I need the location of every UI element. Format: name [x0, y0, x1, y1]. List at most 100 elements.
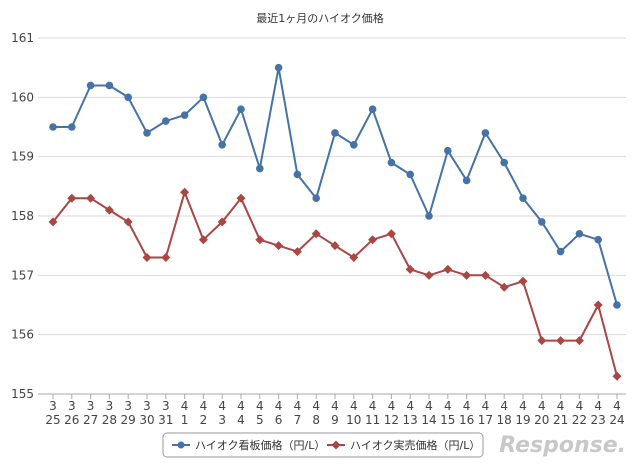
data-point-1[interactable]: [556, 336, 566, 346]
data-point-0[interactable]: [387, 158, 396, 167]
data-point-0[interactable]: [575, 230, 584, 238]
y-axis-ticks: 155 156 157 158 159 160 161: [11, 31, 34, 401]
data-point-0[interactable]: [68, 123, 76, 131]
data-point-0[interactable]: [406, 170, 415, 179]
response-watermark: Response.: [499, 433, 626, 458]
data-point-0[interactable]: [594, 235, 602, 244]
y-tick-label: 158: [11, 209, 34, 223]
data-point-0[interactable]: [425, 212, 433, 220]
data-point-1[interactable]: [443, 264, 453, 274]
x-tick-day: 31: [158, 413, 173, 427]
data-point-1[interactable]: [349, 253, 359, 263]
y-tick-label: 161: [11, 31, 34, 45]
data-point-0[interactable]: [462, 176, 471, 185]
grid: [38, 37, 626, 395]
x-tick-day: 13: [403, 413, 418, 427]
x-tick-day: 9: [331, 413, 339, 427]
data-point-0[interactable]: [350, 141, 358, 149]
x-tick-day: 25: [45, 413, 60, 427]
data-point-1[interactable]: [274, 241, 284, 251]
x-tick-month: 4: [369, 399, 377, 413]
data-point-1[interactable]: [217, 217, 227, 227]
data-point-0[interactable]: [312, 194, 321, 202]
legend-item-0[interactable]: ハイオク看板価格（円/L）: [172, 438, 325, 452]
data-point-1[interactable]: [123, 217, 133, 227]
legend-marker-1: [331, 440, 341, 450]
x-tick-month: 4: [294, 399, 302, 413]
data-point-0[interactable]: [274, 63, 283, 72]
data-point-1[interactable]: [499, 282, 509, 292]
series-lines: [48, 63, 622, 381]
data-point-1[interactable]: [104, 205, 114, 215]
x-tick-month: 4: [557, 399, 565, 413]
data-point-0[interactable]: [237, 105, 245, 113]
x-tick-month: 4: [256, 399, 264, 413]
data-point-0[interactable]: [481, 129, 490, 137]
x-tick-month: 3: [143, 399, 151, 413]
chart-title: 最近1ヶ月のハイオク価格: [256, 11, 384, 25]
x-tick-month: 3: [162, 399, 170, 413]
data-point-0[interactable]: [331, 129, 339, 137]
data-point-0[interactable]: [218, 141, 226, 149]
data-point-0[interactable]: [368, 105, 377, 113]
legend-label-1: ハイオク実売価格（円/L）: [350, 438, 480, 452]
data-point-1[interactable]: [424, 270, 434, 280]
x-tick-day: 5: [256, 413, 264, 427]
x-tick-month: 4: [237, 399, 245, 413]
data-point-1[interactable]: [292, 247, 302, 257]
x-tick-month: 4: [388, 399, 396, 413]
data-point-1[interactable]: [593, 300, 603, 310]
x-tick-month: 4: [275, 399, 283, 413]
data-point-1[interactable]: [161, 253, 171, 263]
data-point-1[interactable]: [198, 235, 208, 245]
data-point-1[interactable]: [330, 241, 340, 251]
x-tick-day: 16: [459, 413, 474, 427]
data-point-1[interactable]: [480, 270, 490, 280]
legend-box: [162, 432, 484, 458]
data-point-1[interactable]: [386, 229, 396, 239]
data-point-1[interactable]: [462, 270, 472, 280]
y-tick-label: 159: [11, 150, 34, 164]
x-tick-day: 21: [553, 413, 568, 427]
legend[interactable]: ハイオク看板価格（円/L） ハイオク実売価格（円/L）: [162, 432, 484, 458]
data-point-0[interactable]: [86, 81, 95, 90]
data-point-1[interactable]: [405, 264, 415, 274]
legend-item-1[interactable]: ハイオク実売価格（円/L）: [327, 438, 480, 452]
data-point-1[interactable]: [368, 235, 378, 245]
data-point-0[interactable]: [105, 81, 114, 90]
x-tick-month: 4: [576, 399, 584, 413]
data-point-0[interactable]: [293, 170, 302, 179]
data-point-1[interactable]: [255, 235, 265, 245]
data-point-1[interactable]: [67, 193, 77, 203]
data-point-0[interactable]: [180, 111, 189, 119]
data-point-0[interactable]: [49, 123, 57, 131]
x-tick-month: 4: [425, 399, 433, 413]
data-point-1[interactable]: [86, 193, 96, 203]
data-point-0[interactable]: [519, 194, 527, 202]
x-tick-day: 7: [294, 413, 302, 427]
data-point-1[interactable]: [48, 217, 58, 227]
data-point-0[interactable]: [500, 158, 509, 167]
data-point-0[interactable]: [199, 93, 208, 102]
x-tick-day: 23: [591, 413, 606, 427]
data-point-1[interactable]: [612, 371, 622, 381]
series-line-0: [53, 66, 618, 306]
legend-label-0: ハイオク看板価格（円/L）: [195, 438, 325, 452]
data-point-0[interactable]: [538, 218, 546, 226]
data-point-0[interactable]: [143, 129, 151, 137]
data-point-0[interactable]: [162, 117, 170, 125]
x-tick-month: 4: [538, 399, 546, 413]
data-point-1[interactable]: [311, 229, 321, 239]
data-point-0[interactable]: [124, 93, 132, 102]
data-point-0[interactable]: [556, 247, 565, 256]
data-point-1[interactable]: [180, 187, 190, 197]
data-point-1[interactable]: [518, 276, 528, 286]
data-point-1[interactable]: [142, 253, 152, 263]
data-point-1[interactable]: [537, 336, 547, 346]
data-point-1[interactable]: [236, 193, 246, 203]
data-point-0[interactable]: [613, 301, 621, 309]
data-point-0[interactable]: [444, 146, 452, 155]
x-tick-month: 4: [350, 399, 358, 413]
data-point-1[interactable]: [574, 336, 584, 346]
data-point-0[interactable]: [255, 164, 264, 173]
